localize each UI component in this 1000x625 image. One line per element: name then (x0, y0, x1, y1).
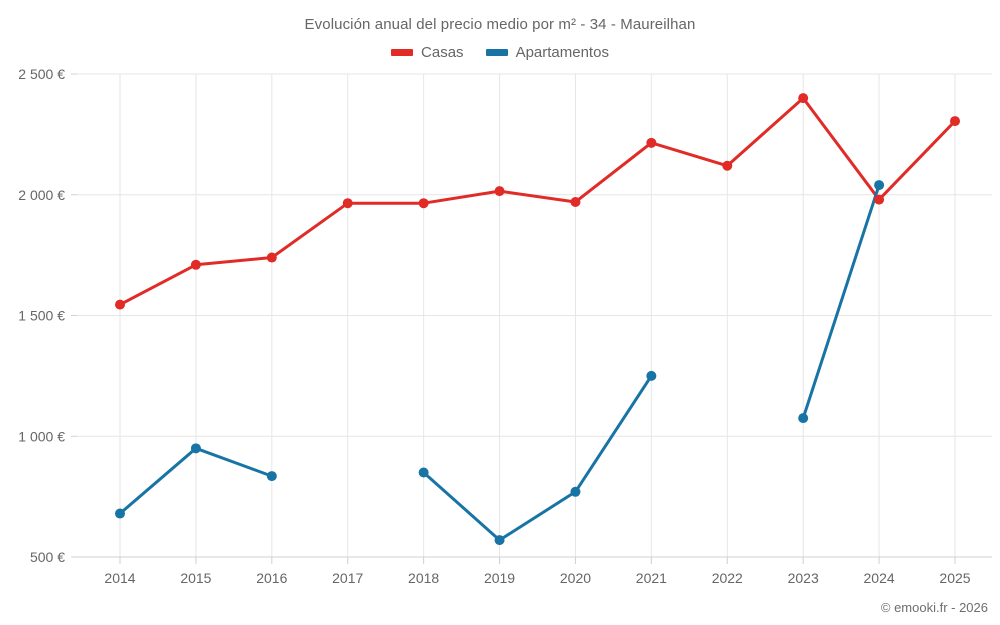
data-series-points (115, 93, 960, 546)
data-point-casas[interactable] (418, 198, 429, 209)
series-line-apartamentos (422, 374, 653, 542)
legend-color-swatch-apartamentos (485, 49, 508, 56)
data-point-casas[interactable] (950, 116, 960, 127)
chart-legend: Casas Apartamentos (0, 44, 1000, 61)
x-axis-tick-label: 2015 (180, 570, 211, 586)
legend-label-casas: Casas (421, 44, 464, 61)
data-point-casas[interactable] (266, 252, 277, 263)
data-point-apartamentos[interactable] (570, 486, 581, 497)
x-axis-tick-label: 2016 (256, 570, 287, 586)
data-point-apartamentos[interactable] (646, 370, 657, 381)
data-point-apartamentos[interactable] (418, 467, 429, 478)
data-point-casas[interactable] (874, 194, 885, 205)
data-point-casas[interactable] (722, 160, 733, 171)
legend-item-casas[interactable]: Casas (391, 44, 464, 61)
data-point-apartamentos[interactable] (190, 443, 201, 454)
x-axis-tick-label: 2021 (636, 570, 667, 586)
y-axis-tick-label: 1 500 € (18, 308, 65, 324)
y-axis-tick-label: 2 500 € (18, 66, 65, 82)
y-axis-labels: 500 € 1 000 € 1 500 € 2 000 € 2 500 € (18, 66, 65, 565)
x-gridlines (119, 74, 956, 557)
legend-color-swatch-casas (391, 49, 414, 56)
series-line-apartamentos (801, 183, 881, 420)
data-point-apartamentos[interactable] (115, 508, 125, 519)
data-point-apartamentos[interactable] (266, 471, 277, 482)
x-axis-labels: 2014 2015 2016 2017 2018 2019 2020 2021 2022 2023… (104, 570, 970, 586)
x-axis-tick-label: 2024 (864, 570, 895, 586)
data-point-casas[interactable] (646, 137, 657, 148)
x-axis-ticks (77, 556, 992, 564)
x-axis-tick-label: 2020 (560, 570, 591, 586)
x-axis-tick-label: 2019 (484, 570, 515, 586)
y-axis-tick-label: 2 000 € (18, 187, 65, 203)
data-point-casas[interactable] (190, 259, 201, 270)
data-point-apartamentos[interactable] (798, 413, 809, 424)
x-axis-tick-label: 2023 (788, 570, 819, 586)
data-point-apartamentos[interactable] (874, 180, 885, 191)
page-title: Evolución anual del precio medio por m² … (304, 16, 696, 33)
data-point-casas[interactable] (570, 196, 581, 207)
data-point-casas[interactable] (798, 93, 809, 104)
y-gridlines (71, 73, 992, 558)
x-axis-tick-label: 2017 (332, 570, 363, 586)
x-axis-tick-label: 2022 (712, 570, 743, 586)
x-axis-tick-label: 2025 (939, 570, 970, 586)
data-series-lines (118, 96, 957, 542)
x-axis-tick-label: 2014 (104, 570, 135, 586)
x-axis-tick-label: 2018 (408, 570, 439, 586)
legend-label-apartamentos: Apartamentos (515, 44, 609, 61)
y-axis-tick-label: 1 000 € (18, 428, 65, 444)
data-point-apartamentos[interactable] (494, 535, 505, 546)
data-point-casas[interactable] (342, 198, 353, 209)
copyright-credit: © emooki.fr - 2026 (880, 600, 988, 615)
data-point-casas[interactable] (115, 299, 125, 310)
legend-item-apartamentos[interactable]: Apartamentos (485, 44, 609, 61)
y-axis-tick-label: 500 € (30, 549, 65, 565)
data-point-casas[interactable] (494, 186, 505, 197)
series-line-casas (118, 96, 957, 307)
